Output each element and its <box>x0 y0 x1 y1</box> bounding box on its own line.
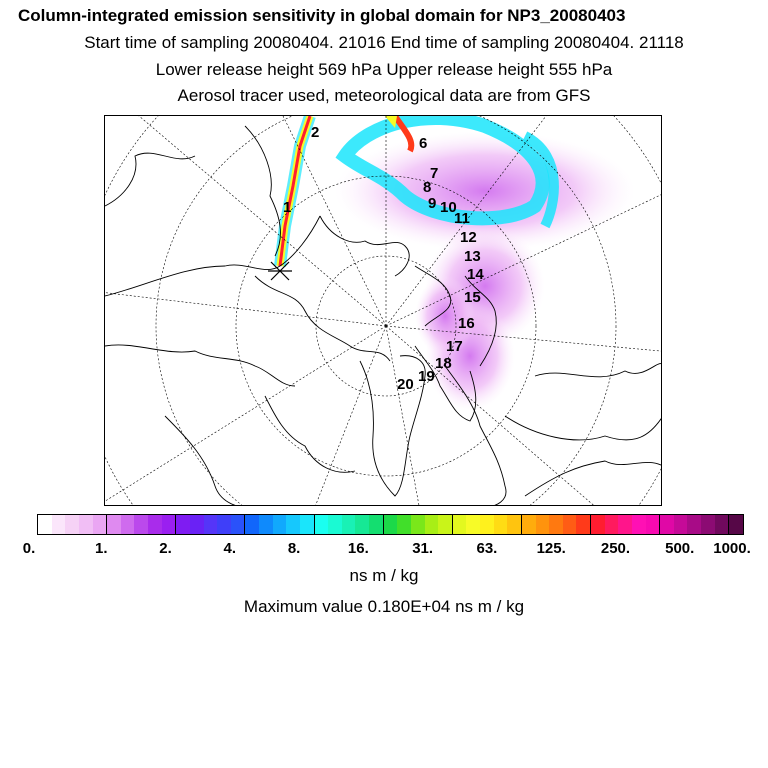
colorbar-swatch <box>521 515 536 534</box>
colorbar-swatch <box>355 515 369 534</box>
colorbar-swatch <box>161 515 177 534</box>
colorbar-swatch <box>673 515 688 534</box>
colorbar-swatch <box>148 515 162 534</box>
colorbar-units: ns m / kg <box>349 566 419 585</box>
graticule <box>105 116 661 505</box>
trajectory-label: 2 <box>311 124 319 141</box>
trajectory-label: 19 <box>418 368 435 385</box>
trajectory-label: 1 <box>283 199 291 216</box>
colorbar-swatch <box>65 515 79 534</box>
colorbar-tick-label: 0. <box>22 540 36 557</box>
colorbar-swatch <box>631 515 646 534</box>
colorbar-swatch <box>618 515 632 534</box>
trajectory-label: 14 <box>467 266 484 283</box>
colorbar-tick-label: 16. <box>347 540 369 557</box>
colorbar-tick-label: 8. <box>287 540 301 557</box>
colorbar-swatch <box>576 515 591 534</box>
colorbar-swatch <box>286 515 300 534</box>
colorbar-swatch <box>245 515 259 534</box>
colorbar <box>37 514 744 535</box>
trajectory-label: 10 <box>440 199 457 216</box>
colorbar-tick-label: 2. <box>159 540 172 557</box>
colorbar-swatch <box>341 515 356 534</box>
colorbar-swatch <box>729 515 743 534</box>
map-layers: 1 2 6 7 8 9 10 11 12 13 14 15 16 17 18 1… <box>105 116 661 505</box>
colorbar-swatch <box>176 515 190 534</box>
colorbar-swatch <box>466 515 480 534</box>
colorbar-swatch <box>328 515 342 534</box>
trajectory-label: 18 <box>435 355 452 372</box>
trajectory-label: 16 <box>458 315 475 332</box>
colorbar-swatch <box>452 515 467 534</box>
colorbar-swatch <box>645 515 661 534</box>
maximum-value-text: Maximum value 0.180E+04 ns m / kg <box>243 597 525 616</box>
colorbar-swatch <box>107 515 121 534</box>
colorbar-tick-label: 500. <box>665 540 695 557</box>
trajectory-label: 11 <box>454 210 470 227</box>
colorbar-swatch <box>78 515 93 534</box>
colorbar-swatch <box>701 515 715 534</box>
colorbar-swatch <box>120 515 135 534</box>
coastlines <box>105 125 661 505</box>
colorbar-swatch <box>134 515 148 534</box>
colorbar-swatch <box>714 515 730 534</box>
colorbar-swatch <box>299 515 315 534</box>
colorbar-swatch <box>92 515 108 534</box>
colorbar-swatch <box>259 515 273 534</box>
colorbar-swatch <box>230 515 246 534</box>
trajectory-label: 17 <box>446 338 463 355</box>
colorbar-tick-label: 63. <box>476 540 498 557</box>
plot-title: Column-integrated emission sensitivity i… <box>18 6 626 25</box>
colorbar-swatch <box>480 515 494 534</box>
trajectory-label: 6 <box>419 135 427 152</box>
colorbar-swatch <box>314 515 329 534</box>
colorbar-swatch <box>424 515 439 534</box>
colorbar-swatch <box>507 515 522 534</box>
trajectory-label: 7 <box>430 165 438 182</box>
colorbar-swatch <box>217 515 231 534</box>
colorbar-swatch <box>369 515 384 534</box>
colorbar-tick-label: 4. <box>223 540 237 557</box>
colorbar-swatch <box>189 515 204 534</box>
trajectory-label: 8 <box>423 179 431 196</box>
emission-sensitivity-map: 1 2 6 7 8 9 10 11 12 13 14 15 16 17 18 1… <box>104 115 662 506</box>
trajectory-label: 13 <box>464 248 481 265</box>
release-height-line: Lower release height 569 hPa Upper relea… <box>155 60 613 79</box>
colorbar-tick-label: 1000. <box>713 540 751 557</box>
trajectory-label: 15 <box>464 289 481 306</box>
colorbar-swatch <box>535 515 550 534</box>
colorbar-swatch <box>604 515 619 534</box>
colorbar-swatch <box>203 515 218 534</box>
tracer-info-line: Aerosol tracer used, meteorological data… <box>177 86 591 105</box>
colorbar-tick-label: 31. <box>412 540 434 557</box>
colorbar-swatch <box>38 515 52 534</box>
map-canvas: 1 2 6 7 8 9 10 11 12 13 14 15 16 17 18 1… <box>105 116 661 505</box>
colorbar-swatch <box>272 515 287 534</box>
colorbar-swatch <box>51 515 66 534</box>
colorbar-swatch <box>410 515 425 534</box>
colorbar-tick-label: 1. <box>95 540 108 557</box>
colorbar-swatch <box>591 515 605 534</box>
colorbar-tick-label: 250. <box>600 540 631 557</box>
trajectory-label: 9 <box>428 195 436 212</box>
sampling-time-line: Start time of sampling 20080404. 21016 E… <box>84 33 684 52</box>
colorbar-swatch <box>493 515 508 534</box>
colorbar-tick-label: 125. <box>536 540 566 557</box>
trajectory-labels: 1 2 6 7 8 9 10 11 12 13 14 15 16 17 18 1… <box>283 124 484 393</box>
colorbar-swatch <box>383 515 398 534</box>
colorbar-swatch <box>660 515 674 534</box>
release-location-marker <box>268 261 292 281</box>
colorbar-swatch <box>397 515 411 534</box>
trajectory-label: 20 <box>397 376 414 393</box>
trajectory-label: 12 <box>460 229 477 246</box>
colorbar-swatch <box>562 515 577 534</box>
colorbar-swatch <box>549 515 563 534</box>
colorbar-swatch <box>687 515 701 534</box>
colorbar-swatch <box>438 515 453 534</box>
sensitivity-field <box>274 116 635 411</box>
